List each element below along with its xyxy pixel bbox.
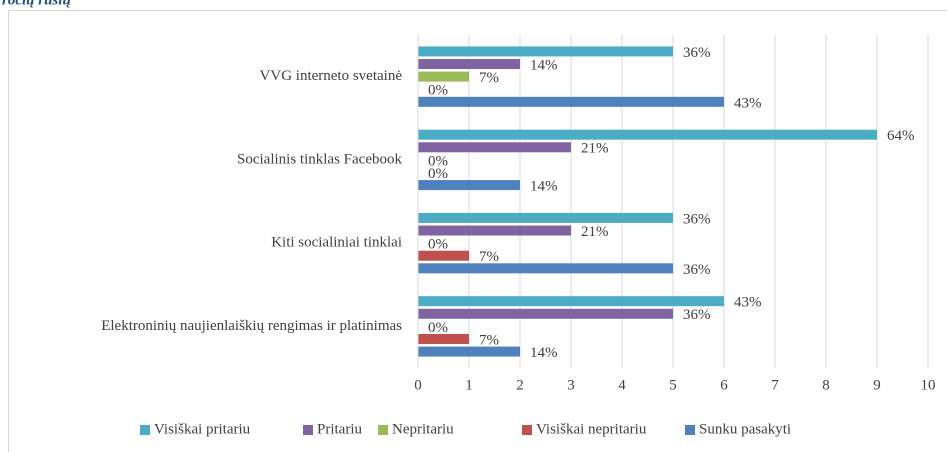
bar — [418, 333, 469, 344]
legend-swatch — [522, 425, 532, 435]
data-label: 7% — [479, 70, 499, 86]
data-label: 36% — [683, 211, 711, 227]
data-label: 36% — [683, 307, 711, 323]
data-label: 7% — [479, 249, 499, 265]
data-label: 0% — [428, 166, 448, 182]
bar — [418, 296, 724, 307]
x-tick-label: 9 — [873, 377, 881, 393]
legend-swatch — [303, 425, 313, 435]
chart-title: ročių rūšių — [2, 0, 71, 8]
data-label: 43% — [734, 95, 762, 111]
y-tick-label: Elektroninių naujienlaiškių rengimas ir … — [101, 318, 402, 334]
data-label: 0% — [428, 320, 448, 336]
x-tick-label: 6 — [720, 377, 728, 393]
data-label: 14% — [530, 179, 558, 195]
data-label: 14% — [530, 57, 558, 73]
x-tick-label: 0 — [414, 377, 422, 393]
legend-label: Visiškai nepritariu — [536, 421, 647, 437]
bar — [418, 263, 673, 274]
data-label: 43% — [734, 295, 762, 311]
x-tick-label: 4 — [618, 377, 626, 393]
y-tick-label: VVG interneto svetainė — [260, 68, 403, 84]
bar — [418, 180, 520, 191]
data-label: 7% — [479, 332, 499, 348]
x-tick-label: 7 — [771, 377, 779, 393]
legend-swatch — [378, 425, 388, 435]
legend-label: Nepritariu — [392, 421, 454, 437]
data-label: 21% — [581, 141, 609, 157]
y-tick-label: Socialinis tinklas Facebook — [237, 151, 402, 167]
bar — [418, 129, 877, 140]
bar — [418, 212, 673, 223]
y-tick-label: Kiti socialiniai tinklai — [271, 235, 402, 251]
bar — [418, 346, 520, 357]
bar — [418, 46, 673, 57]
data-label: 36% — [683, 262, 711, 278]
data-label: 21% — [581, 224, 609, 240]
data-label: 64% — [887, 128, 915, 144]
legend-label: Visiškai pritariu — [154, 421, 251, 437]
bar — [418, 96, 724, 107]
x-tick-label: 3 — [567, 377, 575, 393]
x-tick-label: 8 — [822, 377, 830, 393]
bar — [418, 308, 673, 319]
bar — [418, 59, 520, 70]
bar — [418, 71, 469, 82]
data-label: 0% — [428, 153, 448, 169]
data-label: 36% — [683, 45, 711, 61]
data-label: 0% — [428, 83, 448, 99]
x-tick-label: 2 — [516, 377, 524, 393]
x-tick-label: 5 — [669, 377, 677, 393]
bar — [418, 225, 571, 236]
x-tick-label: 1 — [465, 377, 473, 393]
legend-label: Sunku pasakyti — [699, 421, 791, 437]
chart-frame — [8, 10, 947, 452]
bar — [418, 142, 571, 153]
legend-swatch — [140, 425, 150, 435]
legend-swatch — [685, 425, 695, 435]
data-label: 0% — [428, 237, 448, 253]
data-label: 14% — [530, 345, 558, 361]
bar — [418, 250, 469, 261]
x-tick-label: 10 — [921, 377, 936, 393]
legend-label: Pritariu — [317, 421, 362, 437]
